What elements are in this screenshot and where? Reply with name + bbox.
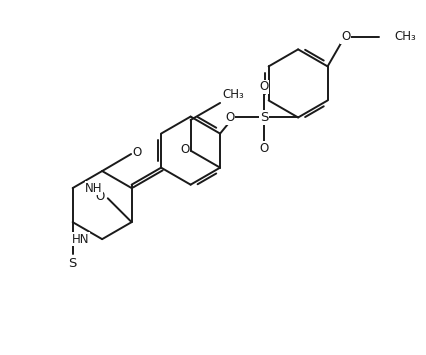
Text: HN: HN: [72, 233, 89, 246]
Text: O: O: [259, 80, 269, 93]
Text: O: O: [96, 190, 105, 203]
Text: CH₃: CH₃: [222, 88, 244, 101]
Text: O: O: [225, 111, 234, 124]
Text: S: S: [260, 111, 268, 124]
Text: O: O: [181, 143, 190, 156]
Text: O: O: [259, 142, 269, 155]
Text: CH₃: CH₃: [395, 31, 417, 43]
Text: NH: NH: [85, 181, 103, 195]
Text: O: O: [133, 146, 142, 159]
Text: O: O: [341, 31, 350, 43]
Text: S: S: [69, 257, 77, 270]
